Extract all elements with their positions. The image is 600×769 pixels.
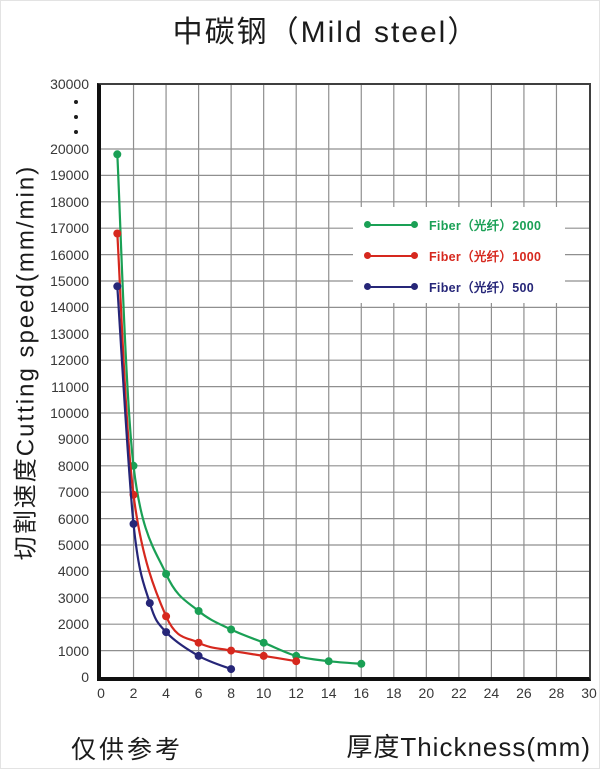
y-tick-label: 8000 bbox=[57, 457, 89, 474]
x-tick-label: 24 bbox=[483, 685, 500, 701]
legend-marker-dot bbox=[364, 283, 371, 290]
legend-line-swatch bbox=[364, 283, 418, 290]
y-tick-label: 12000 bbox=[50, 352, 89, 369]
y-tick-label: 30000 bbox=[50, 76, 89, 92]
legend-label: Fiber（光纤）500 bbox=[429, 281, 535, 295]
y-tick-label: 5000 bbox=[57, 537, 89, 553]
x-tick-label: 30 bbox=[581, 685, 597, 701]
data-point-fiber-1000 bbox=[292, 657, 301, 666]
y-tick-label: 10000 bbox=[50, 405, 89, 421]
legend-line-swatch bbox=[364, 221, 418, 228]
legend-item: Fiber（光纤）2000 bbox=[353, 209, 565, 240]
axis-break-dot bbox=[74, 130, 78, 134]
legend-label: Fiber（光纤）1000 bbox=[429, 250, 542, 264]
x-tick-label: 28 bbox=[548, 685, 565, 701]
x-tick-label: 12 bbox=[288, 685, 304, 701]
y-tick-label: 6000 bbox=[57, 510, 89, 527]
x-tick-label: 18 bbox=[386, 685, 402, 701]
y-tick-label: 11000 bbox=[51, 378, 89, 395]
x-tick-label: 6 bbox=[194, 685, 203, 701]
axis-break-dot bbox=[74, 115, 78, 119]
chart-canvas bbox=[101, 85, 589, 677]
data-point-fiber-2000 bbox=[227, 625, 236, 634]
data-point-fiber-2000 bbox=[162, 570, 171, 578]
y-tick-label: 7000 bbox=[57, 484, 89, 501]
y-tick-label: 18000 bbox=[50, 193, 89, 210]
x-tick-label: 16 bbox=[353, 685, 370, 701]
y-tick-label: 2000 bbox=[57, 616, 89, 633]
data-point-fiber-500 bbox=[129, 519, 138, 528]
data-point-fiber-1000 bbox=[259, 651, 268, 660]
y-tick-label: 3000 bbox=[57, 589, 89, 606]
x-tick-label: 10 bbox=[255, 685, 272, 701]
data-point-fiber-2000 bbox=[259, 638, 268, 647]
x-tick-label: 4 bbox=[162, 685, 170, 701]
legend-marker-dot bbox=[411, 283, 418, 290]
x-tick-label: 2 bbox=[129, 685, 138, 701]
data-point-fiber-2000 bbox=[357, 659, 366, 668]
data-point-fiber-1000 bbox=[227, 646, 236, 655]
y-tick-label: 15000 bbox=[50, 273, 89, 289]
legend-line-swatch bbox=[364, 252, 418, 259]
legend-marker-dot bbox=[364, 221, 371, 228]
legend-marker-dot bbox=[411, 221, 418, 228]
x-tick-label: 22 bbox=[451, 685, 467, 701]
y-tick-label: 17000 bbox=[50, 220, 89, 237]
y-tick-label: 19000 bbox=[50, 167, 89, 184]
series-line-fiber-2000 bbox=[116, 153, 363, 665]
series-line-fiber-1000 bbox=[116, 232, 298, 663]
data-point-fiber-500 bbox=[227, 665, 236, 674]
y-tick-label: 13000 bbox=[50, 325, 89, 342]
legend-marker-dot bbox=[411, 252, 418, 259]
y-tick-label: 4000 bbox=[57, 563, 89, 580]
x-tick-label: 8 bbox=[227, 685, 236, 701]
y-tick-label: 14000 bbox=[50, 299, 89, 316]
data-point-fiber-1000 bbox=[194, 638, 203, 647]
data-point-fiber-2000 bbox=[324, 657, 333, 666]
y-tick-label: 1000 bbox=[57, 642, 89, 659]
data-point-fiber-500 bbox=[162, 628, 171, 637]
legend: Fiber（光纤）2000 Fiber（光纤）1000 Fiber（光纤）500 bbox=[353, 207, 565, 303]
y-tick-label: 20000 bbox=[50, 141, 89, 157]
legend-item: Fiber（光纤）500 bbox=[353, 271, 565, 302]
x-axis-title: 厚度Thickness(mm) bbox=[346, 732, 591, 762]
data-point-fiber-2000 bbox=[194, 607, 203, 615]
data-point-fiber-500 bbox=[113, 282, 122, 291]
chart-title: 中碳钢（Mild steel） bbox=[172, 16, 480, 49]
data-point-fiber-2000 bbox=[113, 150, 122, 159]
legend-marker-dot bbox=[364, 252, 371, 259]
legend-label: Fiber（光纤）2000 bbox=[429, 219, 542, 233]
x-tick-label: 20 bbox=[418, 685, 435, 701]
data-point-fiber-500 bbox=[145, 599, 154, 608]
x-tick-label: 14 bbox=[320, 685, 337, 701]
axis-break-dot bbox=[74, 100, 78, 104]
x-tick-label: 0 bbox=[97, 685, 105, 701]
data-point-fiber-1000 bbox=[162, 612, 171, 621]
data-point-fiber-1000 bbox=[113, 229, 122, 238]
data-point-fiber-500 bbox=[194, 651, 203, 660]
legend-item: Fiber（光纤）1000 bbox=[353, 240, 565, 271]
y-tick-label: 16000 bbox=[50, 246, 89, 263]
x-tick-label: 26 bbox=[516, 685, 532, 701]
plot-area bbox=[97, 83, 591, 681]
reference-note: 仅供参考 bbox=[71, 736, 184, 764]
y-tick-label: 9000 bbox=[57, 431, 89, 448]
y-tick-label: 0 bbox=[81, 669, 89, 685]
